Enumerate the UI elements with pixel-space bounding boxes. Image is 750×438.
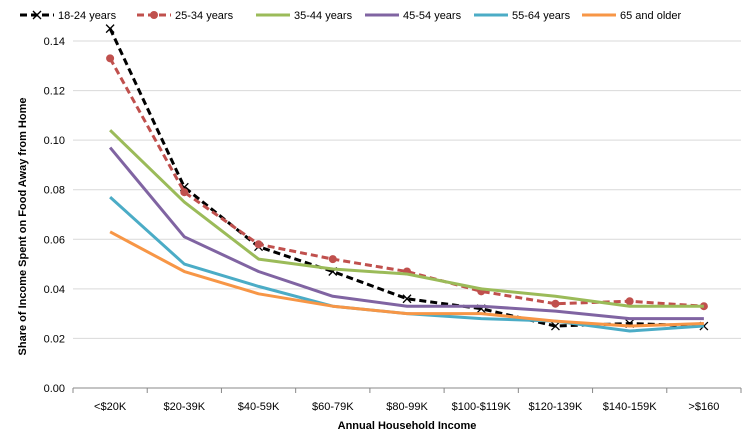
legend-item: 65 and older: [582, 10, 681, 22]
data-point: [551, 299, 560, 308]
data-point: [625, 297, 634, 306]
legend: 18-24 years 25-34 years 35-44 years 45-54 y…: [20, 10, 681, 22]
legend-label: 25-34 years: [175, 10, 234, 22]
legend-label: 65 and older: [620, 10, 681, 22]
series-line: [109, 196, 704, 333]
legend-marker: [150, 11, 158, 19]
legend-label: 35-44 years: [294, 10, 353, 22]
data-point: [402, 294, 412, 304]
x-tick-label: $140-159K: [603, 401, 657, 413]
series-line: [109, 129, 704, 308]
data-point: [106, 54, 115, 63]
series-35-44-years: [109, 129, 704, 308]
x-tick-label: $20-39K: [164, 401, 206, 413]
legend-item: 55-64 years: [474, 10, 571, 22]
data-point: [105, 24, 115, 34]
series-line: [108, 27, 704, 328]
y-tick-label: 0.10: [44, 135, 65, 147]
x-tick-label: $40-59K: [238, 401, 280, 413]
legend-label: 18-24 years: [58, 10, 117, 22]
series-45-54-years: [108, 146, 704, 321]
x-tick-label: >$160: [688, 401, 719, 413]
y-tick-label: 0.00: [44, 383, 65, 395]
series-18-24-years: [105, 24, 709, 331]
y-tick-label: 0.14: [44, 36, 65, 48]
legend-item: 25-34 years: [137, 10, 234, 22]
legend-item: 18-24 years: [20, 10, 117, 22]
legend-label: 45-54 years: [403, 10, 462, 22]
x-axis-title: Annual Household Income: [338, 420, 477, 432]
y-axis-title: Share of Income Spent on Food Away from …: [17, 98, 29, 356]
legend-label: 55-64 years: [512, 10, 571, 22]
legend-item: 45-54 years: [365, 10, 462, 22]
data-point: [328, 255, 337, 264]
y-axis-ticks: 0.00 0.02 0.04 0.06 0.08 0.10 0.12 0.14: [44, 36, 65, 395]
x-axis-ticks: <$20K $20-39K $40-59K $60-79K $80-99K $100-$1…: [72, 388, 742, 413]
y-tick-label: 0.12: [44, 86, 65, 98]
series-line: [109, 230, 704, 328]
series-65-and-older: [109, 230, 704, 328]
y-tick-label: 0.08: [44, 185, 65, 197]
data-point: [254, 240, 263, 249]
x-tick-label: $120-139K: [529, 401, 583, 413]
x-tick-label: <$20K: [94, 401, 127, 413]
y-tick-label: 0.02: [44, 333, 65, 345]
data-point: [180, 188, 189, 197]
legend-marker: [32, 10, 42, 20]
data-point: [550, 321, 560, 331]
y-tick-label: 0.06: [44, 234, 65, 246]
series-group: [105, 24, 709, 333]
series-line: [108, 146, 704, 321]
series-55-64-years: [109, 196, 704, 333]
x-tick-label: $100-$119K: [452, 401, 512, 413]
x-tick-label: $80-99K: [386, 401, 428, 413]
series-25-34-years: [106, 54, 708, 311]
y-tick-label: 0.04: [44, 284, 65, 296]
x-tick-label: $60-79K: [312, 401, 354, 413]
legend-item: 35-44 years: [256, 10, 353, 22]
